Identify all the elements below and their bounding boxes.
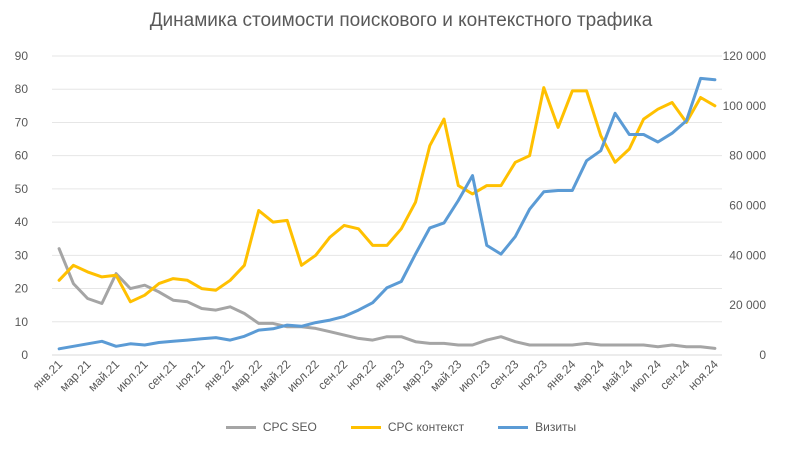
left-tick-label: 0 (21, 348, 28, 362)
right-tick-label: 60 000 (729, 199, 766, 213)
legend-swatch-cpc-seo (225, 425, 256, 429)
legend-swatch-cpc-context (350, 425, 381, 429)
legend-label-cpc-context: CPC контекст (387, 420, 465, 434)
series-line-visits (57, 76, 717, 351)
right-tick-label: 0 (759, 348, 766, 362)
x-tick-label: сен.24 (657, 357, 693, 393)
left-tick-label: 80 (15, 82, 29, 96)
legend-label-cpc-seo: CPC SEO (262, 420, 317, 434)
right-tick-label: 20 000 (729, 298, 766, 312)
left-tick-label: 30 (15, 248, 29, 262)
left-axis-ticks: 0 10 20 30 40 50 60 70 80 90 (15, 49, 29, 362)
series-line-cpc-context (57, 86, 717, 304)
x-tick-label: ноя.23 (514, 357, 550, 393)
series-lines (57, 76, 717, 351)
right-tick-label: 40 000 (729, 248, 766, 262)
x-tick-label: сен.21 (144, 357, 180, 393)
legend-swatch-visits (498, 425, 529, 429)
left-tick-label: 50 (15, 182, 29, 196)
x-tick-label: ноя.22 (343, 357, 379, 393)
x-tick-label: июл.22 (284, 357, 322, 395)
left-tick-label: 40 (15, 215, 29, 229)
series-line-cpc-seo (57, 247, 717, 350)
x-tick-label: июл.23 (455, 357, 493, 395)
legend-item-visits: Визиты (498, 420, 576, 434)
x-tick-label: ноя.21 (172, 357, 208, 393)
gridlines (52, 55, 722, 323)
x-tick-label: ноя.24 (685, 357, 721, 393)
legend-item-cpc-seo: CPC SEO (225, 420, 317, 434)
left-tick-label: 10 (15, 315, 29, 329)
legend-label-visits: Визиты (535, 420, 577, 434)
right-tick-label: 100 000 (723, 99, 767, 113)
chart-title: Динамика стоимости поискового и контекст… (149, 10, 653, 31)
x-axis-ticks: янв.21мар.21май.21июл.21сен.21ноя.21янв.… (30, 357, 721, 395)
left-tick-label: 60 (15, 149, 29, 163)
left-tick-label: 90 (15, 49, 29, 63)
right-tick-label: 120 000 (723, 49, 767, 63)
legend-item-cpc-context: CPC контекст (350, 420, 465, 434)
right-axis-ticks: 0 20 000 40 000 60 000 80 000 100 000 120 000 (723, 49, 767, 362)
x-tick-label: июл.21 (113, 357, 151, 395)
x-tick-label: сен.22 (315, 357, 351, 393)
legend: CPC SEO CPC контекст Визиты (0, 420, 802, 434)
x-tick-label: июл.24 (626, 357, 664, 395)
left-tick-label: 20 (15, 282, 29, 296)
x-tick-label: сен.23 (486, 357, 522, 393)
left-tick-label: 70 (15, 115, 29, 129)
right-tick-label: 80 000 (729, 149, 766, 163)
